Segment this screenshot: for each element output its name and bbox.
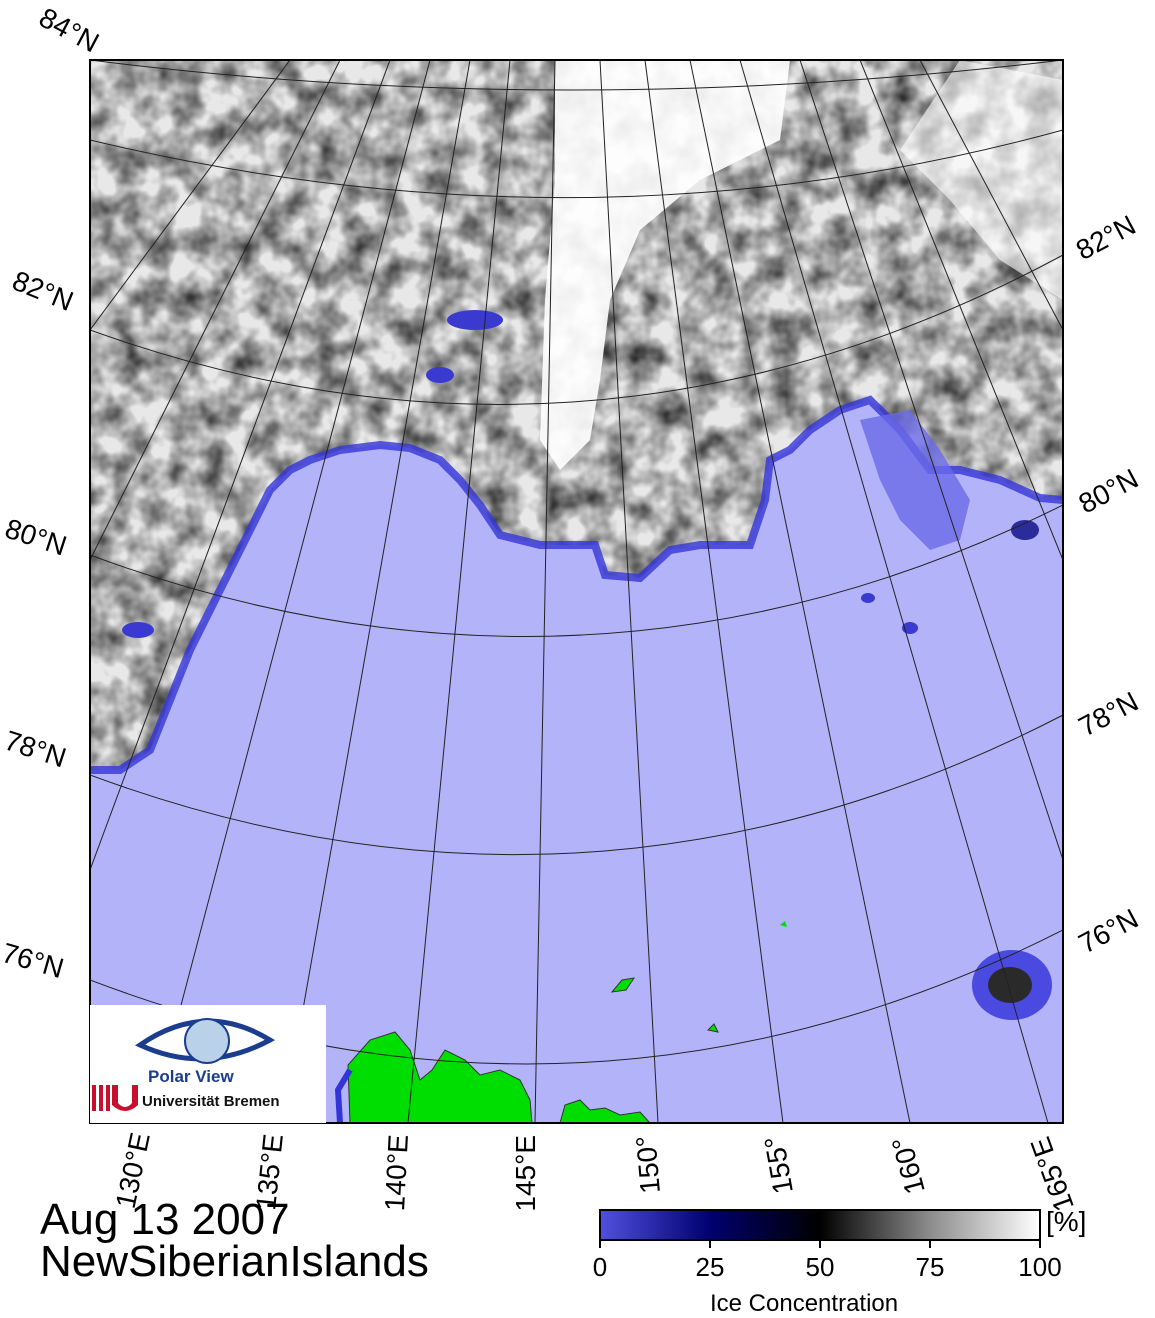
ice-floe xyxy=(861,593,875,603)
land-islet xyxy=(610,977,636,993)
logo-title: Polar View xyxy=(148,1067,234,1086)
land-new-siberia xyxy=(559,1099,651,1123)
eye-icon xyxy=(92,1018,276,1111)
isolated-ice-core xyxy=(988,967,1032,1003)
land-islet xyxy=(706,1023,719,1033)
colorbar-tick-label: 0 xyxy=(592,1252,608,1282)
lat-label-76n-left: 76°N xyxy=(0,937,67,984)
high-concentration-band-east xyxy=(900,60,1063,300)
colorbar-ticks xyxy=(599,1240,1041,1248)
land-kotelny xyxy=(347,1031,533,1123)
marginal-ice-zone xyxy=(860,410,970,550)
lon-label-155: 155° xyxy=(758,1134,799,1196)
map-frame xyxy=(89,59,1064,1124)
lon-label-145e: 145°E xyxy=(510,1135,541,1212)
colorbar-tick-label: 75 xyxy=(915,1252,945,1282)
high-concentration-band xyxy=(540,60,790,470)
polynya xyxy=(122,622,154,638)
colorbar-title: Ice Concentration xyxy=(710,1290,899,1317)
polar-view-logo: Polar View Universität Bremen xyxy=(90,1005,326,1123)
lat-label-76n-right: 76°N xyxy=(1074,903,1144,960)
lat-label-82n-right: 82°N xyxy=(1071,209,1141,266)
logo-institution: Universität Bremen xyxy=(142,1093,280,1110)
lon-label-160: 160° xyxy=(886,1133,931,1197)
colorbar-unit: [%] xyxy=(1046,1206,1087,1237)
colorbar xyxy=(599,1209,1041,1241)
lat-label-78n-left: 78°N xyxy=(1,725,70,774)
polynya xyxy=(426,367,454,383)
longitude-lines xyxy=(90,60,1063,1123)
map-date: Aug 13 2007 xyxy=(40,1195,290,1244)
lat-label-78n-right: 78°N xyxy=(1074,686,1144,743)
lat-label-84n: 84°N xyxy=(34,2,104,59)
colorbar-tick-label: 100 xyxy=(1018,1252,1062,1282)
colorbar-tick-label: 50 xyxy=(805,1252,835,1282)
polynya xyxy=(447,310,503,330)
ice-floe xyxy=(1011,520,1039,540)
coastal-ice xyxy=(334,1068,353,1123)
lon-label-150: 150° xyxy=(630,1134,666,1194)
lon-label-140e: 140°E xyxy=(379,1134,414,1212)
ice-floe xyxy=(902,622,918,634)
lat-label-80n-left: 80°N xyxy=(1,513,70,562)
map-region: NewSiberianIslands xyxy=(40,1237,429,1286)
colorbar-tick-label: 25 xyxy=(695,1252,725,1282)
lat-label-82n-left: 82°N xyxy=(8,265,78,317)
latitude-lines xyxy=(90,60,1063,1065)
lat-label-80n-right: 80°N xyxy=(1074,463,1144,520)
ice-edge xyxy=(90,395,1063,774)
lon-label-165e: 165°E xyxy=(1025,1133,1080,1216)
land-islet xyxy=(780,921,787,927)
